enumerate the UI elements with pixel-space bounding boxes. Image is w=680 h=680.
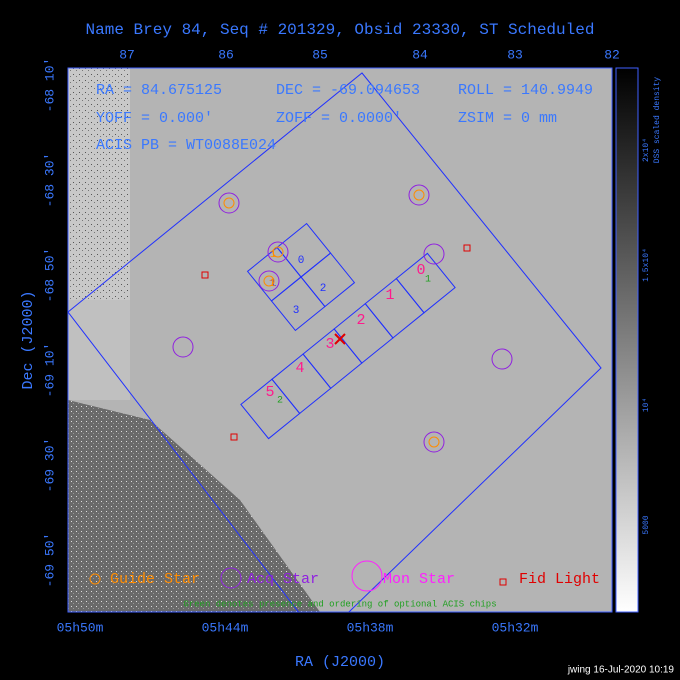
legend-guide <box>89 573 101 585</box>
top-tick-label: 84 <box>412 47 428 62</box>
guide-star <box>413 189 425 201</box>
fid-light <box>463 244 471 252</box>
top-tick-label: 86 <box>218 47 234 62</box>
left-tick-label: -68 30' <box>42 153 57 208</box>
x-label: RA (J2000) <box>295 654 385 671</box>
sky-image <box>68 68 612 612</box>
acis-i-label: 3 <box>293 305 300 317</box>
bottom-tick-label: 05h50m <box>57 620 104 635</box>
bottom-tick-label: 05h38m <box>347 620 394 635</box>
colorbar-title: DSS scaled density <box>653 77 662 164</box>
acis-i-label: 0 <box>298 255 305 267</box>
optional-chip: 2 <box>277 396 283 407</box>
acq-star <box>423 243 445 265</box>
optional-chip: 1 <box>425 275 431 286</box>
guide-star <box>428 436 440 448</box>
acq-star <box>218 192 240 214</box>
acis-s-array <box>240 252 456 440</box>
acis-s-label: 4 <box>295 360 304 377</box>
acq-star <box>258 270 280 292</box>
acq-star <box>267 241 289 263</box>
fid-light <box>230 433 238 441</box>
acq-star <box>172 336 194 358</box>
colorbar-tick: 2x10⁴ <box>642 138 651 162</box>
colorbar-tick: 1.5x10⁴ <box>642 248 651 282</box>
acis-i-array <box>246 222 356 332</box>
info-line: ACIS PB = WT0088E024 <box>96 137 276 154</box>
legend-label: Fid Light <box>519 571 600 588</box>
guide-star <box>272 246 284 258</box>
acis-i-label: 2 <box>320 283 327 295</box>
info-line: YOFF = 0.000' <box>96 110 213 127</box>
top-tick-label: 87 <box>119 47 135 62</box>
aimpoint <box>334 333 346 345</box>
left-tick-label: -68 10' <box>42 58 57 113</box>
left-tick-label: -68 50' <box>42 248 57 303</box>
legend-label: Acq Star <box>247 571 319 588</box>
legend-fid <box>499 578 507 586</box>
acis-i-chip <box>300 252 356 308</box>
note: Green denotes presence and ordering of o… <box>183 599 496 609</box>
colorbar-tick: 10⁴ <box>642 398 651 412</box>
acis-s-label: 0 <box>416 262 425 279</box>
acis-s-chip <box>395 252 456 314</box>
fid-light <box>201 271 209 279</box>
footer: jwing 16-Jul-2020 10:19 <box>567 665 675 676</box>
acq-star <box>408 184 430 206</box>
legend-label: Guide Star <box>110 571 200 588</box>
top-tick-label: 83 <box>507 47 523 62</box>
y-label: Dec (J2000) <box>20 290 37 389</box>
title: Name Brey 84, Seq # 201329, Obsid 23330,… <box>86 21 595 39</box>
left-tick-label: -69 10' <box>42 343 57 398</box>
guide-label: 1 <box>270 249 277 261</box>
guide-star <box>223 197 235 209</box>
acis-s-label: 3 <box>325 336 334 353</box>
plot-frame <box>67 67 613 613</box>
acq-star <box>491 348 513 370</box>
colorbar-tick: 5000 <box>642 515 651 534</box>
legend-label: Mon Star <box>383 571 455 588</box>
info-line: DEC = -69.094653 <box>276 82 420 99</box>
left-tick-label: -69 50' <box>42 533 57 588</box>
acis-s-label: 5 <box>265 384 274 401</box>
colorbar <box>615 67 639 613</box>
acis-s-label: 1 <box>385 287 394 304</box>
legend-acq <box>220 567 242 589</box>
info-line: ZOFF = 0.0000' <box>276 110 402 127</box>
bottom-tick-label: 05h44m <box>202 620 249 635</box>
legend-mon <box>351 560 383 592</box>
acq-star <box>423 431 445 453</box>
info-line: RA = 84.675125 <box>96 82 222 99</box>
guide-star <box>263 275 275 287</box>
info-line: ROLL = 140.9949 <box>458 82 593 99</box>
info-line: ZSIM = 0 mm <box>458 110 557 127</box>
left-tick-label: -69 30' <box>42 438 57 493</box>
top-tick-label: 82 <box>604 47 620 62</box>
field-of-view <box>68 72 602 612</box>
acis-s-label: 2 <box>356 312 365 329</box>
top-tick-label: 85 <box>312 47 328 62</box>
guide-label: 1 <box>269 278 276 290</box>
bottom-tick-label: 05h32m <box>492 620 539 635</box>
